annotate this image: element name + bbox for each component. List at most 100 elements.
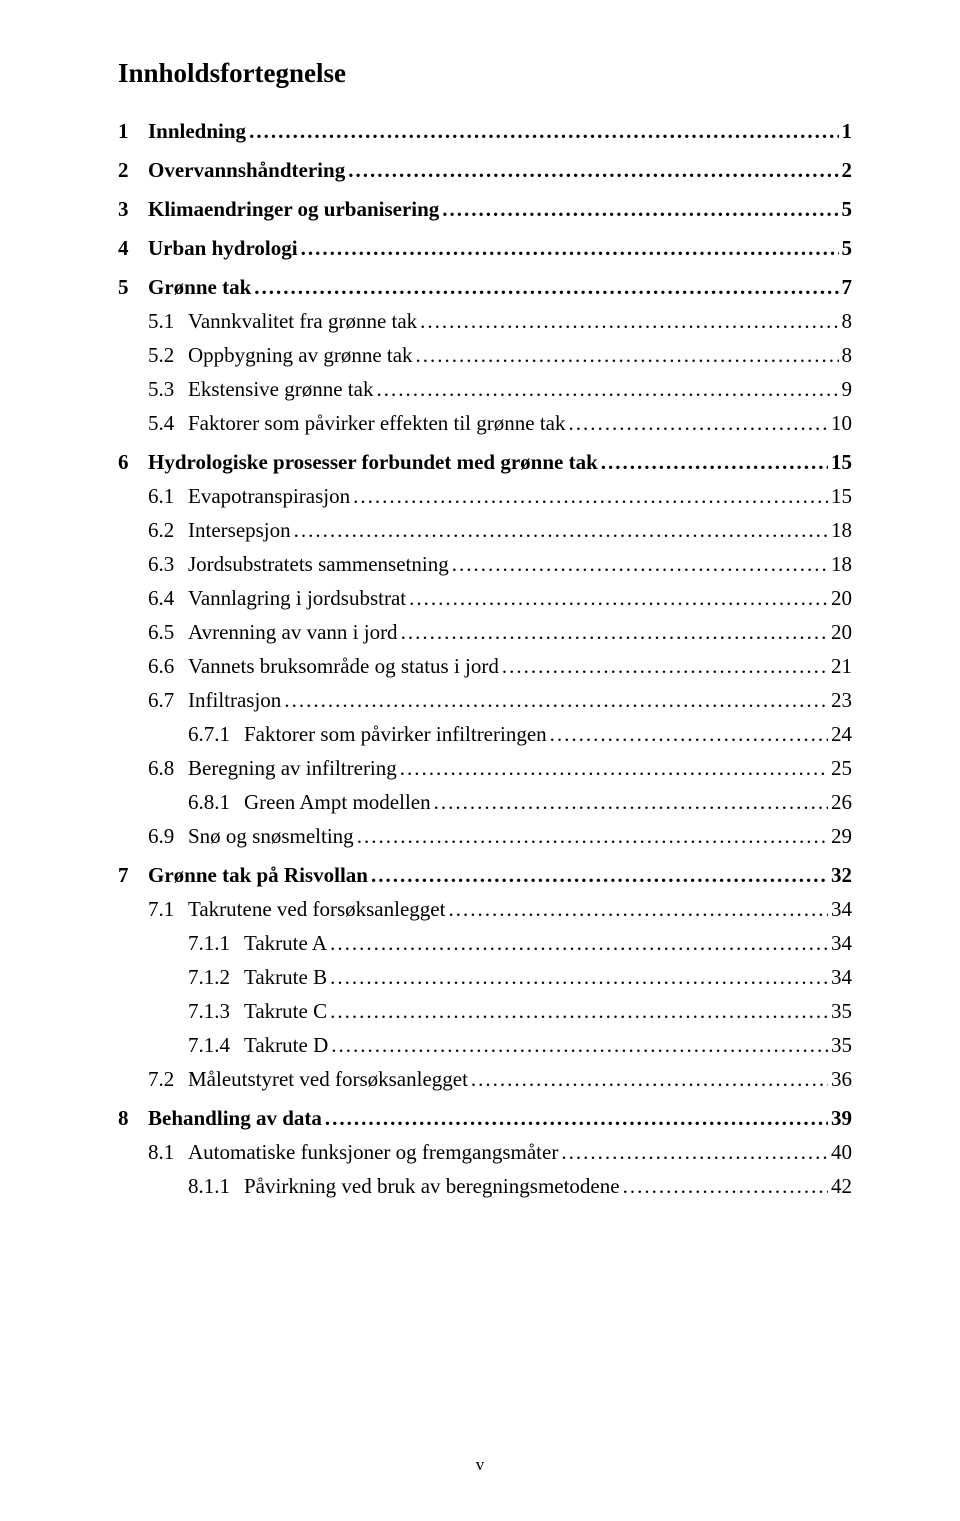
toc-entry-page: 15 (831, 484, 852, 509)
toc-entry: 6Hydrologiske prosesser forbundet med gr… (118, 450, 852, 475)
toc-entry-number: 6.6 (148, 654, 188, 679)
toc-entry-label: Evapotranspirasjon (188, 484, 350, 509)
toc-entry-number: 6.4 (148, 586, 188, 611)
toc-leader-dots (348, 158, 838, 183)
toc-entry-label: Innledning (148, 119, 246, 144)
toc-entry-number: 7 (118, 863, 148, 888)
toc-entry-page: 34 (831, 965, 852, 990)
toc-entry-number: 5.3 (148, 377, 188, 402)
toc-leader-dots (284, 688, 828, 713)
toc-entry-page: 5 (842, 197, 853, 222)
toc-leader-dots (623, 1174, 828, 1199)
toc-entry-number: 8 (118, 1106, 148, 1131)
toc-entry-label: Infiltrasjon (188, 688, 281, 713)
toc-entry-number: 6.8 (148, 756, 188, 781)
toc-entry-page: 34 (831, 931, 852, 956)
toc-entry-page: 42 (831, 1174, 852, 1199)
toc-entry-label: Faktorer som påvirker infiltreringen (244, 722, 547, 747)
toc-leader-dots (371, 863, 828, 888)
toc-entry-label: Overvannshåndtering (148, 158, 345, 183)
toc-entry: 1Innledning1 (118, 119, 852, 144)
toc-leader-dots (452, 552, 828, 577)
toc-leader-dots (416, 343, 839, 368)
toc-entry: 6.6Vannets bruksområde og status i jord2… (118, 654, 852, 679)
toc-entry: 6.8Beregning av infiltrering 25 (118, 756, 852, 781)
toc-leader-dots (550, 722, 828, 747)
toc-entry-number: 6.7 (148, 688, 188, 713)
toc-leader-dots (330, 999, 828, 1024)
toc-entry: 6.5Avrenning av vann i jord20 (118, 620, 852, 645)
toc-entry: 7.1.3Takrute C35 (118, 999, 852, 1024)
toc-entry-label: Avrenning av vann i jord (188, 620, 398, 645)
toc-entry-number: 7.1.3 (188, 999, 244, 1024)
toc-entry-page: 15 (831, 450, 852, 475)
toc-entry: 4Urban hydrologi5 (118, 236, 852, 261)
toc-entry-label: Grønne tak (148, 275, 251, 300)
toc-entry: 7.1.4Takrute D 35 (118, 1033, 852, 1058)
toc-entry-page: 5 (842, 236, 853, 261)
toc-entry: 8.1.1Påvirkning ved bruk av beregningsme… (118, 1174, 852, 1199)
toc-entry-page: 1 (842, 119, 853, 144)
toc-entry: 7.1.2Takrute B 34 (118, 965, 852, 990)
toc-entry-page: 10 (831, 411, 852, 436)
toc-entry-number: 7.1.1 (188, 931, 244, 956)
toc-entry: 5.2Oppbygning av grønne tak8 (118, 343, 852, 368)
toc-entry-page: 39 (831, 1106, 852, 1131)
toc-entry-label: Takrute B (244, 965, 327, 990)
toc-leader-dots (254, 275, 838, 300)
toc-entry: 3Klimaendringer og urbanisering5 (118, 197, 852, 222)
toc-leader-dots (420, 309, 838, 334)
toc-entry-label: Grønne tak på Risvollan (148, 863, 368, 888)
toc-leader-dots (442, 197, 838, 222)
toc-entry-page: 18 (831, 518, 852, 543)
toc-entry-page: 35 (831, 1033, 852, 1058)
toc-entry-label: Behandling av data (148, 1106, 322, 1131)
toc-entry: 6.8.1Green Ampt modellen26 (118, 790, 852, 815)
toc-leader-dots (448, 897, 828, 922)
toc-leader-dots (409, 586, 828, 611)
toc-entry-number: 7.1 (148, 897, 188, 922)
toc-entry-label: Klimaendringer og urbanisering (148, 197, 439, 222)
toc-entry-number: 7.1.2 (188, 965, 244, 990)
toc-entry-label: Takrutene ved forsøksanlegget (188, 897, 445, 922)
toc-entry-page: 8 (842, 309, 853, 334)
toc-entry-number: 7.1.4 (188, 1033, 244, 1058)
toc-entry-page: 23 (831, 688, 852, 713)
toc-entry: 7.1.1Takrute A34 (118, 931, 852, 956)
toc-entry: 6.7Infiltrasjon 23 (118, 688, 852, 713)
toc-entry-number: 6.1 (148, 484, 188, 509)
toc-leader-dots (330, 965, 828, 990)
toc-entry-label: Automatiske funksjoner og fremgangsmåter (188, 1140, 558, 1165)
toc-entry-label: Hydrologiske prosesser forbundet med grø… (148, 450, 598, 475)
toc-entry-label: Takrute D (244, 1033, 328, 1058)
toc-entry-number: 2 (118, 158, 148, 183)
toc-entry-label: Påvirkning ved bruk av beregningsmetoden… (244, 1174, 620, 1199)
toc-entry-page: 20 (831, 620, 852, 645)
toc-entry-number: 8.1 (148, 1140, 188, 1165)
toc-entry: 5.1Vannkvalitet fra grønne tak8 (118, 309, 852, 334)
toc-entry-number: 5.1 (148, 309, 188, 334)
toc-entry: 2Overvannshåndtering2 (118, 158, 852, 183)
toc-leader-dots (249, 119, 838, 144)
toc-entry: 6.3Jordsubstratets sammensetning18 (118, 552, 852, 577)
toc-leader-dots (502, 654, 828, 679)
toc-entry-label: Ekstensive grønne tak (188, 377, 373, 402)
toc-leader-dots (561, 1140, 828, 1165)
toc-entry: 7Grønne tak på Risvollan32 (118, 863, 852, 888)
toc-entry-label: Beregning av infiltrering (188, 756, 397, 781)
toc-leader-dots (357, 824, 828, 849)
toc-entry-label: Måleutstyret ved forsøksanlegget (188, 1067, 468, 1092)
toc-entry-page: 29 (831, 824, 852, 849)
toc-leader-dots (325, 1106, 828, 1131)
toc-entry-number: 1 (118, 119, 148, 144)
toc-entry-page: 8 (842, 343, 853, 368)
toc-entry: 6.1Evapotranspirasjon 15 (118, 484, 852, 509)
toc-entry-page: 24 (831, 722, 852, 747)
toc-entry: 7.1Takrutene ved forsøksanlegget34 (118, 897, 852, 922)
toc-entry: 5Grønne tak7 (118, 275, 852, 300)
toc-entry-number: 6.9 (148, 824, 188, 849)
toc-leader-dots (353, 484, 828, 509)
toc-entry-page: 25 (831, 756, 852, 781)
toc-entry: 6.9Snø og snøsmelting29 (118, 824, 852, 849)
toc-entry-page: 18 (831, 552, 852, 577)
